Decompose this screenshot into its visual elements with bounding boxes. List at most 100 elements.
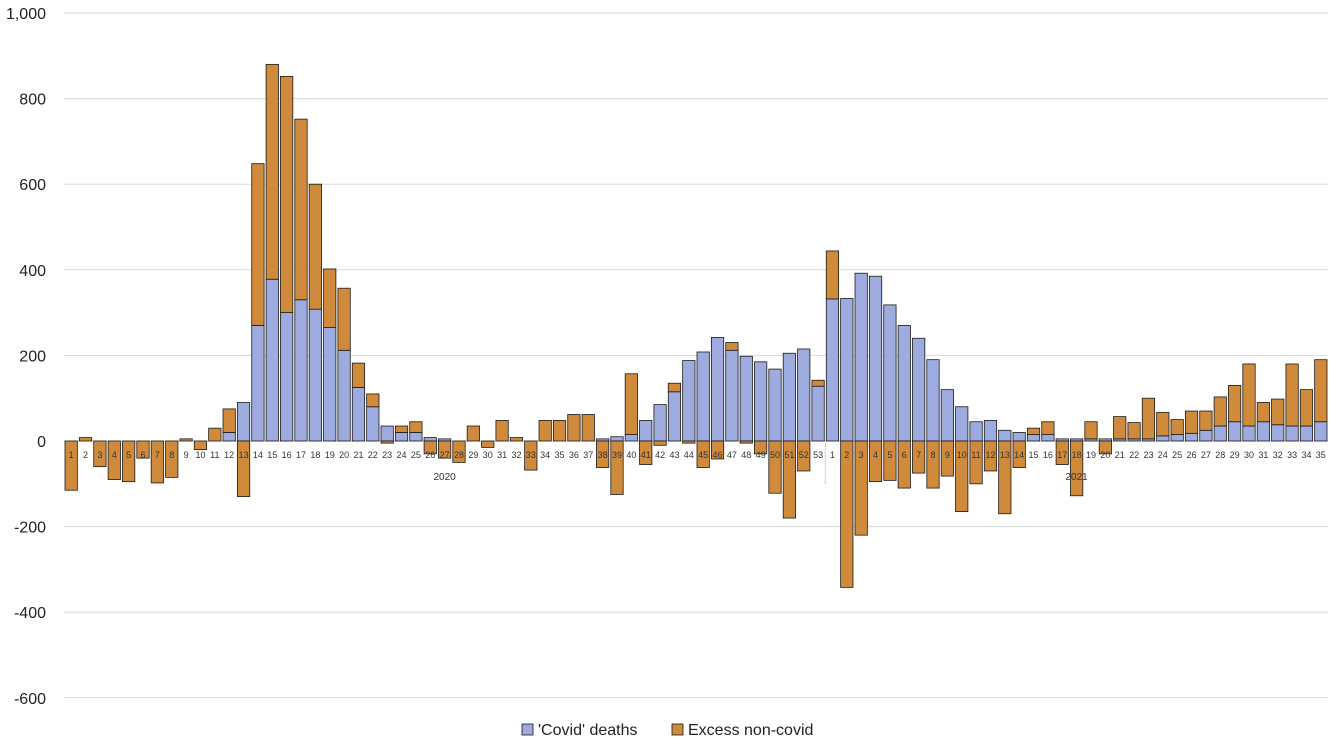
bar-excess-non-covid — [1314, 359, 1328, 423]
y-axis-ticks: -600 -400 -200 0 200 400 600 800 1,000 — [6, 6, 46, 708]
bar-covid-deaths — [1170, 434, 1184, 442]
x-tick-label: 9 — [945, 450, 950, 460]
bar-covid-deaths — [912, 337, 926, 442]
bar-excess-non-covid — [940, 440, 954, 477]
bar-covid-deaths — [423, 437, 437, 442]
x-tick-label: 28 — [1215, 450, 1225, 460]
x-tick-label: 16 — [282, 450, 292, 460]
bar-excess-non-covid — [1098, 440, 1112, 455]
bar-excess-non-covid — [423, 440, 437, 455]
x-tick-label: 51 — [784, 450, 794, 460]
y-tick-label: -400 — [14, 605, 46, 622]
bar-covid-deaths — [1199, 429, 1213, 442]
bar-covid-deaths — [768, 368, 782, 442]
bar-excess-non-covid — [1299, 389, 1314, 427]
bar-excess-non-covid — [1213, 396, 1227, 427]
x-tick-label: 32 — [1273, 450, 1283, 460]
bar-excess-non-covid — [883, 440, 897, 481]
x-tick-label: 5 — [887, 450, 892, 460]
x-tick-label: 47 — [727, 450, 737, 460]
x-tick-label: 41 — [641, 450, 651, 460]
bar-excess-non-covid — [581, 414, 595, 442]
bar-excess-non-covid — [653, 440, 667, 446]
bar-excess-non-covid — [1084, 421, 1098, 440]
bar-excess-non-covid — [926, 440, 940, 489]
legend-swatch — [521, 723, 534, 736]
bar-excess-non-covid — [768, 440, 782, 494]
x-tick-label: 34 — [1301, 450, 1311, 460]
x-tick-label: 27 — [1201, 450, 1211, 460]
bar-covid-deaths — [725, 349, 739, 442]
bar-covid-deaths — [394, 432, 409, 442]
bar-excess-non-covid — [208, 427, 222, 442]
bar-excess-non-covid — [337, 287, 351, 351]
x-tick-label: 11 — [210, 450, 219, 460]
bar-excess-non-covid — [682, 440, 696, 444]
x-tick-label: 4 — [873, 450, 878, 460]
bar-excess-non-covid — [725, 342, 739, 351]
x-tick-label: 16 — [1043, 450, 1053, 460]
x-tick-label: 1 — [69, 450, 74, 460]
bar-excess-non-covid — [1184, 410, 1199, 434]
bar-excess-non-covid — [64, 440, 78, 491]
x-tick-label: 28 — [454, 450, 464, 460]
bar-covid-deaths — [1012, 432, 1026, 442]
bar-excess-non-covid — [251, 163, 265, 326]
y-tick-label: 600 — [19, 177, 46, 194]
bar-covid-deaths — [782, 352, 796, 442]
x-tick-label: 33 — [1287, 450, 1297, 460]
x-tick-label: 52 — [799, 450, 809, 460]
x-tick-label: 20 — [1100, 450, 1110, 460]
bar-covid-deaths — [351, 387, 366, 442]
bar-excess-non-covid — [122, 440, 136, 483]
bar-excess-non-covid — [998, 440, 1012, 515]
bar-covid-deaths — [639, 420, 653, 442]
bar-excess-non-covid — [165, 440, 179, 478]
x-tick-label: 27 — [440, 450, 450, 460]
x-tick-label: 40 — [626, 450, 636, 460]
bar-excess-non-covid — [438, 440, 452, 459]
bar-series — [64, 63, 1328, 588]
bar-covid-deaths — [409, 432, 423, 442]
bar-excess-non-covid — [1055, 440, 1069, 465]
bar-covid-deaths — [366, 406, 380, 442]
bar-covid-deaths — [811, 385, 825, 442]
bar-covid-deaths — [955, 406, 969, 442]
x-tick-label: 32 — [511, 450, 521, 460]
x-tick-label: 18 — [1072, 450, 1082, 460]
bar-covid-deaths — [280, 312, 294, 442]
bar-excess-non-covid — [136, 440, 150, 459]
x-tick-label: 44 — [684, 450, 694, 460]
x-tick-label: 39 — [612, 450, 622, 460]
x-tick-label: 21 — [1115, 450, 1125, 460]
x-tick-label: 24 — [1158, 450, 1168, 460]
bar-covid-deaths — [265, 278, 279, 442]
bar-covid-deaths — [926, 359, 940, 442]
x-tick-label: 20 — [339, 450, 349, 460]
year-label: 2020 — [434, 472, 457, 483]
x-tick-label: 7 — [916, 450, 921, 460]
legend-label: 'Covid' deaths — [538, 722, 638, 739]
bar-covid-deaths — [883, 304, 897, 442]
bar-covid-deaths — [1285, 425, 1299, 442]
bar-covid-deaths — [739, 355, 753, 442]
bar-covid-deaths — [337, 349, 351, 442]
bar-covid-deaths — [983, 420, 998, 442]
bar-excess-non-covid — [897, 440, 911, 489]
bar-excess-non-covid — [696, 440, 710, 468]
bar-excess-non-covid — [1256, 402, 1270, 423]
bar-excess-non-covid — [509, 437, 524, 442]
bar-excess-non-covid — [150, 440, 164, 484]
bar-excess-non-covid — [481, 440, 495, 448]
x-tick-label: 33 — [526, 450, 536, 460]
bar-covid-deaths — [854, 272, 868, 442]
bar-covid-deaths — [1184, 432, 1199, 442]
bar-covid-deaths — [236, 402, 251, 442]
bar-excess-non-covid — [552, 420, 567, 442]
x-tick-label: 29 — [468, 450, 478, 460]
bar-excess-non-covid — [1070, 440, 1084, 497]
x-tick-label: 25 — [1172, 450, 1182, 460]
bar-covid-deaths — [624, 434, 638, 442]
x-tick-label: 7 — [155, 450, 160, 460]
